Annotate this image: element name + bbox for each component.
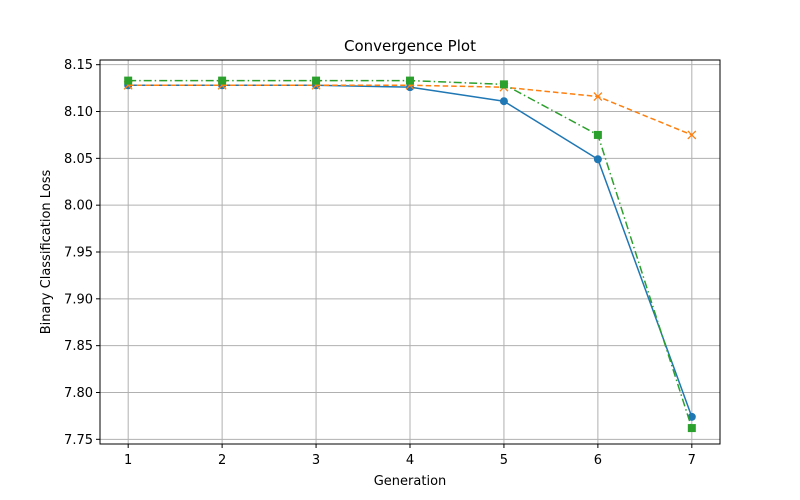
y-tick-label: 7.80 [64,386,93,401]
x-tick-label: 7 [688,453,696,468]
chart-title: Convergence Plot [344,37,476,55]
y-axis-label: Binary Classification Loss [39,169,54,334]
y-tick-label: 8.05 [64,152,93,167]
data-point [593,92,603,101]
data-point [406,76,414,85]
x-tick-label: 2 [218,453,226,468]
x-tick-label: 1 [124,453,132,468]
data-point [499,97,508,106]
y-tick-label: 7.75 [64,433,93,448]
series-layer [123,76,697,433]
y-ticks: 7.75 7.80 7.85 7.90 7.95 8.00 8.05 8.10 8.15 [64,58,100,448]
data-point [593,130,602,139]
x-axis-label: Generation [374,474,447,489]
x-ticks: 1 2 3 4 5 6 7 [124,444,696,468]
grid-lines [100,60,720,444]
y-tick-label: 8.10 [64,105,93,120]
x-tick-label: 6 [594,453,602,468]
data-point [687,130,697,140]
data-point [687,412,696,421]
y-tick-label: 7.85 [64,339,93,354]
y-tick-label: 7.90 [64,292,93,307]
y-tick-label: 8.15 [64,58,93,73]
y-tick-label: 7.95 [64,246,93,261]
data-point [312,76,321,85]
y-tick-label: 8.00 [64,199,93,214]
data-point [499,80,508,89]
data-point [218,76,227,85]
data-point [687,424,696,433]
x-tick-label: 5 [500,453,508,468]
x-tick-label: 3 [312,453,320,468]
series-3 [124,76,696,433]
data-point [593,155,602,164]
x-tick-label: 4 [406,453,414,468]
data-point [124,76,133,85]
